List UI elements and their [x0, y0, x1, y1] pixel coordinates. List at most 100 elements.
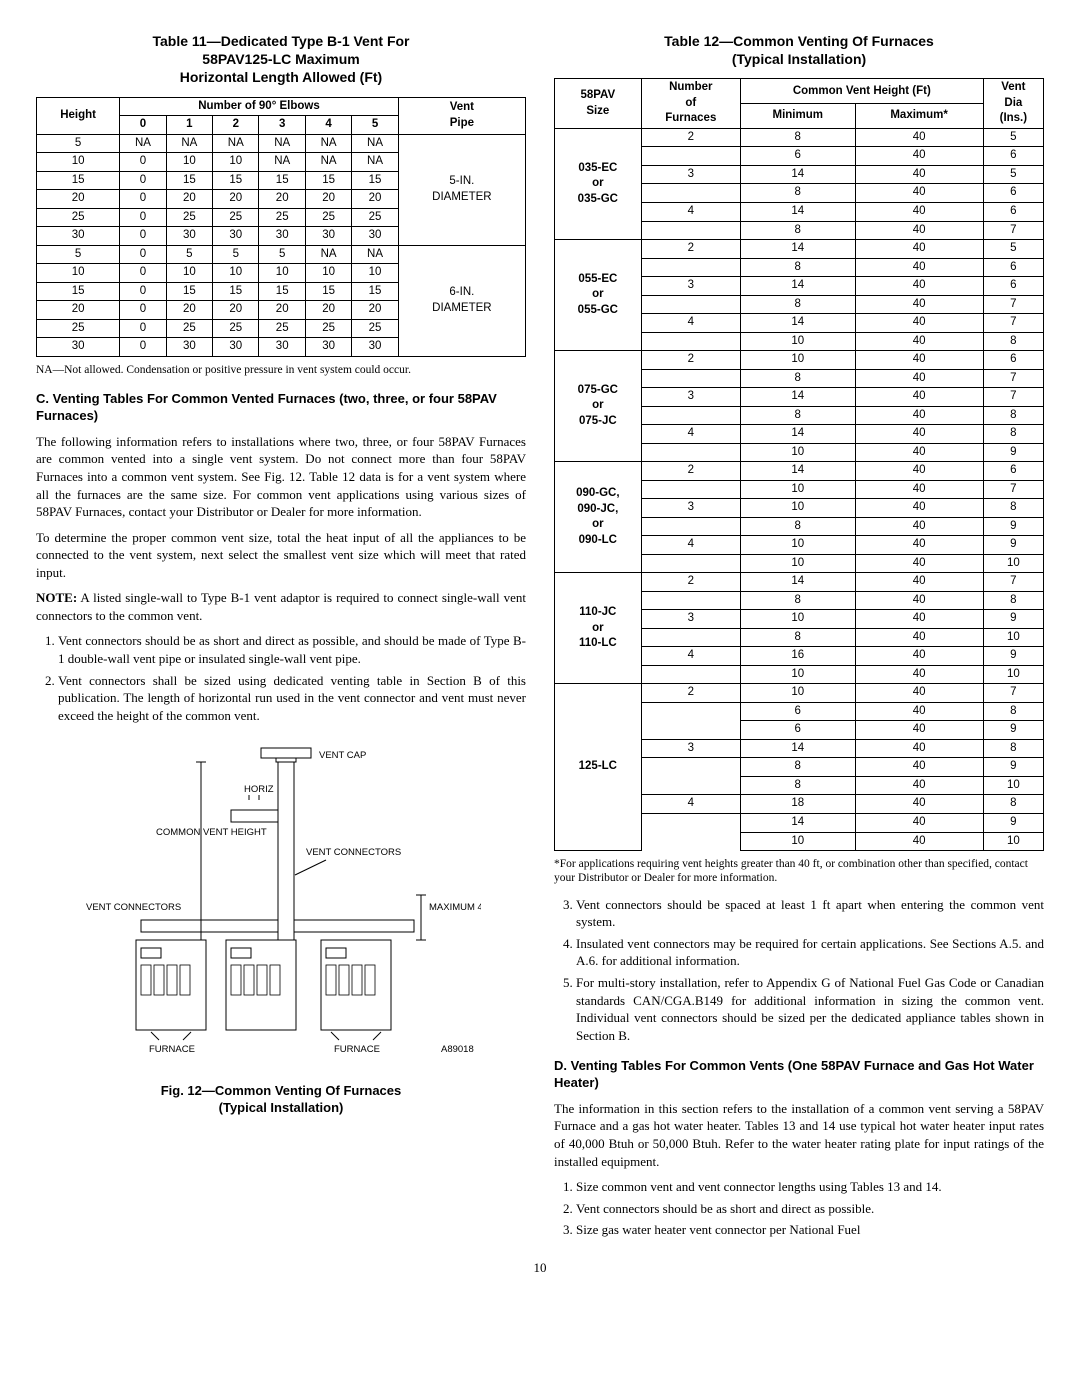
t12-cell: 14 — [740, 240, 855, 259]
section-d-item: Size gas water heater vent connector per… — [576, 1221, 1044, 1239]
t12-cell: 7 — [983, 684, 1043, 703]
t12-cell: 14 — [740, 425, 855, 444]
t11-cell: 30 — [37, 227, 120, 246]
t11-cell: 5 — [37, 245, 120, 264]
t12-cell — [641, 721, 740, 740]
t12-cell: 4 — [641, 647, 740, 666]
t12-cell: 40 — [855, 221, 983, 240]
t11-col: 5 — [352, 116, 398, 135]
t12-cell: 10 — [740, 499, 855, 518]
note-label: NOTE: — [36, 590, 77, 605]
t11-cell: NA — [305, 245, 351, 264]
t12-cell: 2 — [641, 684, 740, 703]
t11-col: 3 — [259, 116, 305, 135]
t11-cell: NA — [120, 134, 166, 153]
lbl-furnace1: FURNACE — [149, 1044, 195, 1055]
t12-cell: 40 — [855, 647, 983, 666]
t12-cell: 10 — [740, 832, 855, 851]
t12-size: 035-EC or 035-GC — [555, 128, 642, 239]
t12-cell: 40 — [855, 240, 983, 259]
t12-cell — [641, 814, 740, 833]
t11-cell: 30 — [352, 338, 398, 357]
t11-cell: 25 — [166, 208, 212, 227]
t12-cell: 6 — [740, 702, 855, 721]
t12-cell: 4 — [641, 425, 740, 444]
t12-footnote: *For applications requiring vent heights… — [554, 857, 1044, 886]
t12-cell: 40 — [855, 480, 983, 499]
t12-cell: 40 — [855, 128, 983, 147]
t11-cell: 0 — [120, 338, 166, 357]
t12-cell: 9 — [983, 536, 1043, 555]
t12-cell: 10 — [740, 554, 855, 573]
t11-cell: 20 — [213, 190, 259, 209]
t12-cell: 40 — [855, 758, 983, 777]
t12-cell: 40 — [855, 739, 983, 758]
t11-cell: 15 — [352, 171, 398, 190]
t11-cell: 20 — [37, 190, 120, 209]
t12-cell — [641, 776, 740, 795]
t12-cell — [641, 554, 740, 573]
t12-cell — [641, 184, 740, 203]
t12-cell: 40 — [855, 814, 983, 833]
t12-cell: 10 — [983, 832, 1043, 851]
t12-cell: 40 — [855, 536, 983, 555]
t12-cell: 40 — [855, 258, 983, 277]
t11-cell: 20 — [259, 190, 305, 209]
t12-cell: 4 — [641, 314, 740, 333]
t11-cell: 25 — [37, 319, 120, 338]
t12-cell: 40 — [855, 665, 983, 684]
t12-cell: 8 — [740, 369, 855, 388]
t12-cell: 8 — [740, 184, 855, 203]
t11-cell: 30 — [166, 338, 212, 357]
t11-cell: NA — [166, 134, 212, 153]
t12-cell: 40 — [855, 795, 983, 814]
section-c-head: C. Venting Tables For Common Vented Furn… — [36, 391, 526, 425]
t12-cell — [641, 480, 740, 499]
t11-cell: 0 — [120, 153, 166, 172]
t12-cell — [641, 443, 740, 462]
t11-cell: 0 — [120, 264, 166, 283]
t11-cell: 20 — [166, 301, 212, 320]
figure-12: VENT CAP HORIZ COMMON VENT HEIGHT VENT C… — [36, 740, 526, 1116]
t12-cell — [641, 628, 740, 647]
t12-cell: 8 — [740, 406, 855, 425]
t12-cell: 10 — [983, 628, 1043, 647]
t12-cell: 10 — [983, 554, 1043, 573]
t12-cell: 40 — [855, 369, 983, 388]
section-c-p1: The following information refers to inst… — [36, 433, 526, 521]
section-d-p1: The information in this section refers t… — [554, 1100, 1044, 1170]
t11-cell: 30 — [213, 338, 259, 357]
t12-cell: 10 — [983, 665, 1043, 684]
list-cont-item: Vent connectors should be spaced at leas… — [576, 896, 1044, 931]
t12-cell: 8 — [740, 758, 855, 777]
t11-cell: 20 — [352, 301, 398, 320]
t11-cell: 15 — [166, 282, 212, 301]
t12-cell — [641, 147, 740, 166]
t12-cell: 9 — [983, 814, 1043, 833]
t12-cell: 40 — [855, 184, 983, 203]
t11-cell: NA — [352, 134, 398, 153]
t12-cell: 40 — [855, 721, 983, 740]
t12-cell: 7 — [983, 480, 1043, 499]
t12-cell: 40 — [855, 702, 983, 721]
lbl-cvh: COMMON VENT HEIGHT — [156, 827, 267, 838]
t12-cell: 5 — [983, 165, 1043, 184]
t12-cell: 8 — [983, 795, 1043, 814]
t12-cell: 6 — [983, 277, 1043, 296]
t12-cell: 8 — [983, 499, 1043, 518]
t11-head-height: Height — [37, 97, 120, 134]
table12-title: Table 12—Common Venting Of Furnaces (Typ… — [554, 32, 1044, 68]
t12-cell: 2 — [641, 573, 740, 592]
t12-size: 090-GC, 090-JC, or 090-LC — [555, 462, 642, 573]
t11-cell: NA — [259, 153, 305, 172]
t12-size: 075-GC or 075-JC — [555, 351, 642, 462]
t11-cell: NA — [352, 153, 398, 172]
t11-col: 2 — [213, 116, 259, 135]
t12-cell: 6 — [983, 147, 1043, 166]
t12-cell: 14 — [740, 165, 855, 184]
t12-cell: 18 — [740, 795, 855, 814]
t12-cell — [641, 295, 740, 314]
t12-cell: 7 — [983, 573, 1043, 592]
right-column: Table 12—Common Venting Of Furnaces (Typ… — [554, 28, 1044, 1245]
t12-cell: 7 — [983, 369, 1043, 388]
